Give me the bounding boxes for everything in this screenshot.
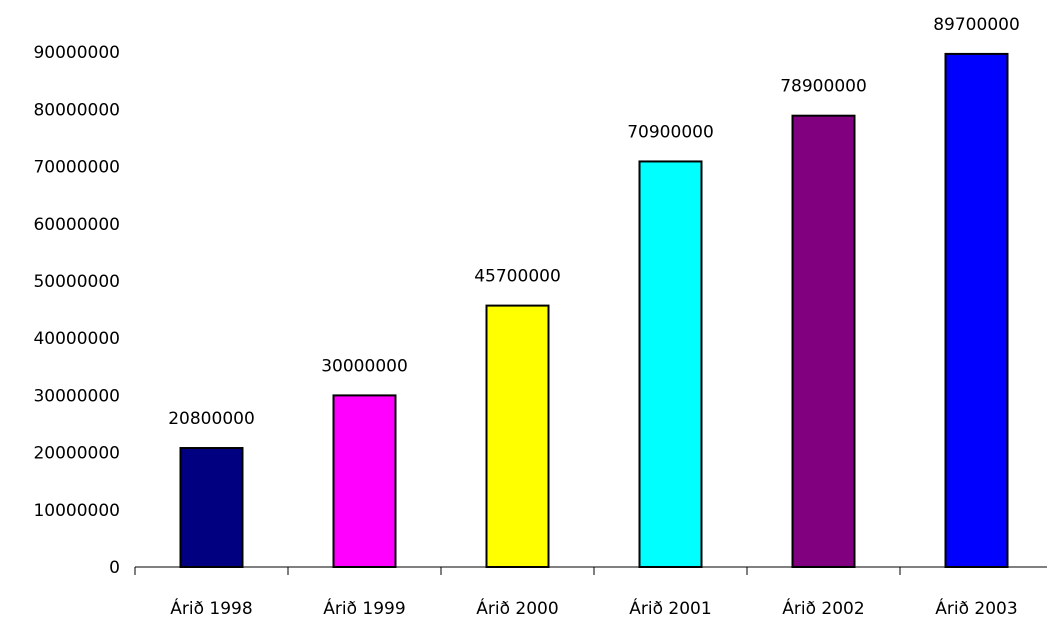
bar	[485, 304, 550, 568]
bar	[638, 160, 703, 568]
x-axis-labels: Árið 1998 Árið 1999 Árið 2000 Árið 2001 Árið…	[170, 597, 1017, 619]
x-tick-label: Árið 1999	[323, 597, 405, 619]
y-tick-label: 40000000	[33, 329, 120, 349]
data-labels: 20800000 30000000 45700000 70900000 78900000…	[168, 15, 1020, 429]
y-tick-label: 30000000	[33, 386, 120, 406]
bar	[944, 52, 1009, 568]
data-label: 45700000	[474, 267, 561, 287]
bar	[791, 114, 856, 569]
bars	[179, 52, 1009, 569]
x-tick-label: Árið 2003	[935, 597, 1017, 619]
bar	[332, 394, 397, 568]
x-tick-label: Árið 1998	[170, 597, 252, 619]
bar	[179, 447, 244, 568]
y-tick-label: 90000000	[33, 43, 120, 63]
y-tick-label: 50000000	[33, 272, 120, 292]
data-label: 20800000	[168, 409, 255, 429]
y-tick-label: 80000000	[33, 100, 120, 120]
x-tick-label: Árið 2001	[629, 597, 711, 619]
y-tick-label: 60000000	[33, 215, 120, 235]
x-axis	[134, 566, 1047, 575]
y-tick-label: 10000000	[33, 501, 120, 521]
data-label: 78900000	[780, 77, 867, 97]
data-label: 89700000	[933, 15, 1020, 35]
data-label: 30000000	[321, 356, 408, 376]
x-tick-label: Árið 2000	[476, 597, 558, 619]
data-label: 70900000	[627, 122, 714, 142]
y-tick-label: 70000000	[33, 158, 120, 178]
y-axis-labels: 0 10000000 20000000 30000000 40000000 5000000…	[33, 43, 120, 578]
y-tick-label: 0	[109, 558, 120, 578]
x-tick-label: Árið 2002	[782, 597, 864, 619]
y-tick-label: 20000000	[33, 444, 120, 464]
